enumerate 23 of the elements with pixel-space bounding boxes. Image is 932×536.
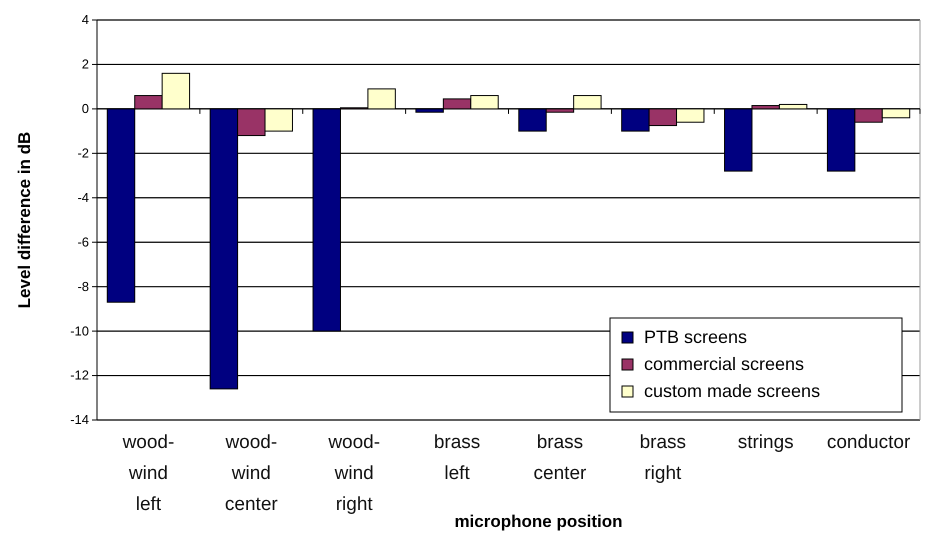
y-tick-label: 4 [82, 12, 89, 28]
y-tick-label: -4 [77, 190, 89, 205]
legend-label: custom made screens [644, 381, 820, 401]
legend-label: PTB screens [644, 327, 748, 347]
y-axis-title: Level difference in dB [15, 132, 34, 308]
legend-label: commercial screens [644, 354, 804, 374]
x-tick-label: brass right [640, 432, 686, 484]
x-tick-label: strings [738, 432, 794, 453]
x-tick-label: brass left [434, 432, 480, 484]
y-tick-label: 0 [82, 101, 89, 116]
x-tick-label: conductor [826, 432, 911, 453]
y-tick-label: -8 [77, 278, 89, 294]
y-tick-label: -14 [70, 412, 89, 428]
y-tick-label: -6 [77, 234, 89, 250]
y-tick-label: -2 [77, 145, 89, 160]
x-axis-title: microphone position [454, 512, 623, 531]
y-tick-label: -12 [70, 368, 89, 383]
x-tick-label: wood- wind center [224, 432, 278, 515]
y-tick-label: -10 [70, 323, 89, 338]
x-tick-label: brass center [534, 432, 588, 484]
y-tick-label: 2 [82, 56, 89, 72]
x-tick-label: wood- wind right [327, 432, 380, 515]
x-tick-label: wood- wind left [122, 432, 174, 515]
